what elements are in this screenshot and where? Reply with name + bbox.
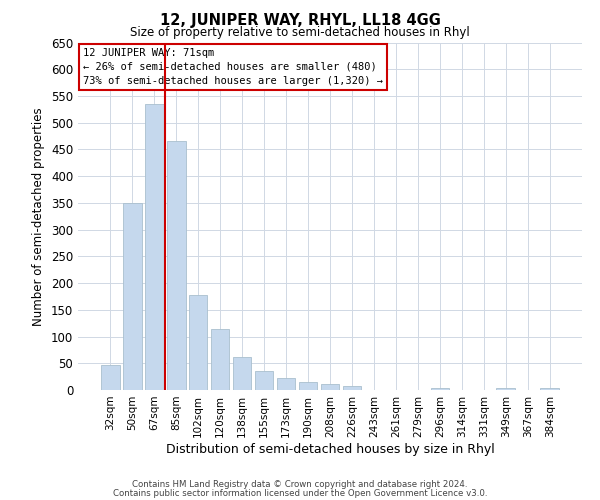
Bar (189, 295, 208, 390)
Bar (496, 388, 515, 390)
Y-axis label: Number of semi-detached properties: Number of semi-detached properties (32, 107, 46, 326)
Bar (211, 328, 229, 390)
Bar (277, 378, 295, 390)
Bar (233, 357, 251, 390)
Text: 12 JUNIPER WAY: 71sqm
← 26% of semi-detached houses are smaller (480)
73% of sem: 12 JUNIPER WAY: 71sqm ← 26% of semi-deta… (83, 48, 383, 86)
Bar (431, 388, 449, 390)
Text: Size of property relative to semi-detached houses in Rhyl: Size of property relative to semi-detach… (130, 26, 470, 39)
Bar (541, 388, 559, 390)
X-axis label: Distribution of semi-detached houses by size in Rhyl: Distribution of semi-detached houses by … (166, 442, 494, 456)
Bar (255, 372, 274, 390)
Text: Contains HM Land Registry data © Crown copyright and database right 2024.: Contains HM Land Registry data © Crown c… (132, 480, 468, 489)
Text: Contains public sector information licensed under the Open Government Licence v3: Contains public sector information licen… (113, 488, 487, 498)
Bar (101, 365, 119, 390)
Bar (343, 386, 361, 390)
Bar (145, 104, 164, 390)
Bar (299, 382, 317, 390)
Bar (123, 203, 142, 390)
Bar (320, 384, 340, 390)
Text: 12, JUNIPER WAY, RHYL, LL18 4GG: 12, JUNIPER WAY, RHYL, LL18 4GG (160, 12, 440, 28)
Bar (167, 142, 185, 390)
